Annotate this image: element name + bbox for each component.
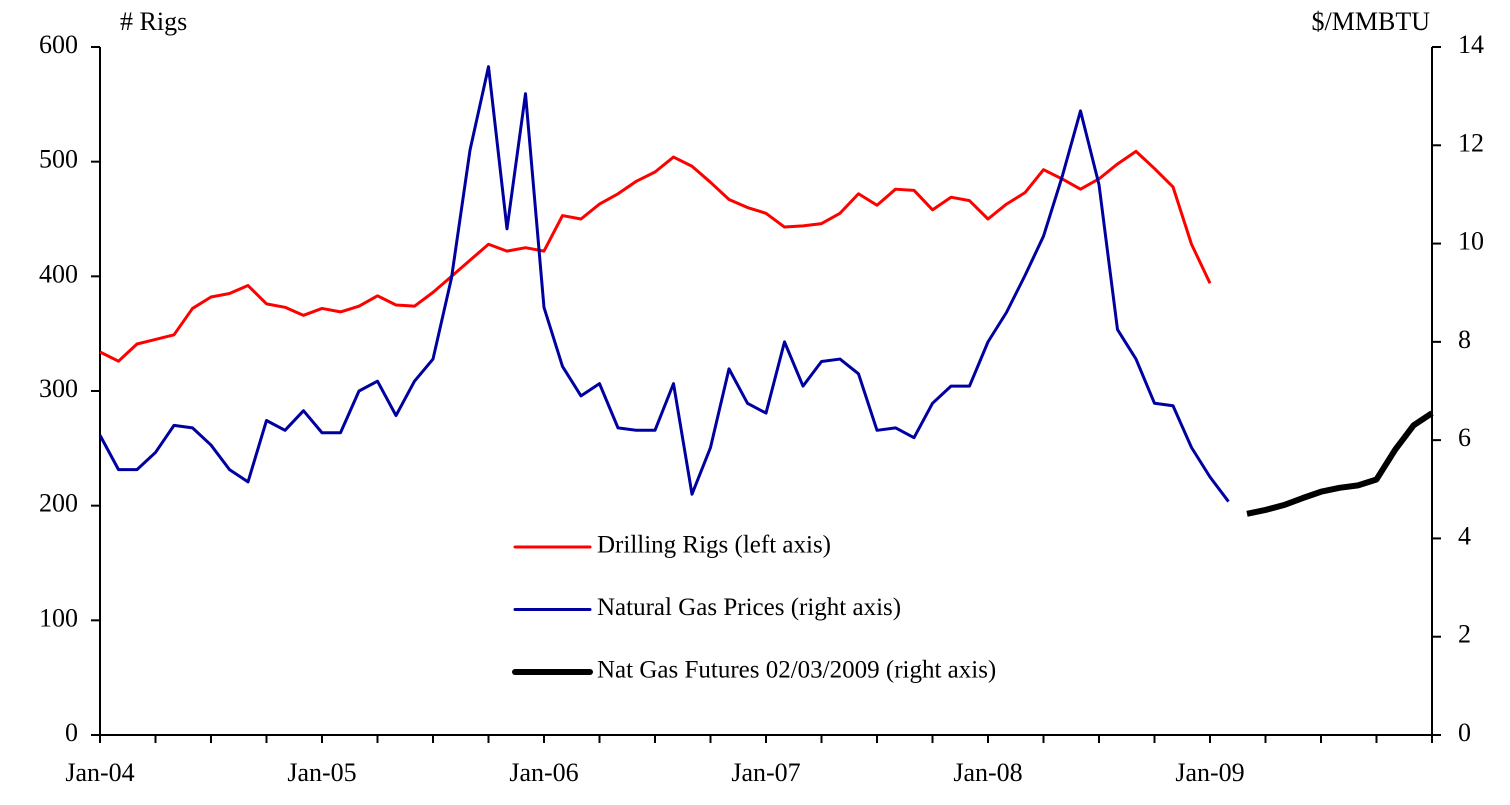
y2-tick-label: 10 (1458, 227, 1484, 256)
x-tick-label: Jan-09 (1175, 758, 1244, 787)
y2-tick-label: 4 (1458, 521, 1471, 550)
x-tick-label: Jan-08 (953, 758, 1022, 787)
y-tick-label: 600 (39, 30, 78, 59)
y2-tick-label: 6 (1458, 423, 1471, 452)
y-tick-label: 300 (39, 374, 78, 403)
y-tick-label: 500 (39, 145, 78, 174)
legend-label: Natural Gas Prices (right axis) (597, 594, 901, 621)
y2-tick-label: 8 (1458, 325, 1471, 354)
y2-tick-label: 0 (1458, 718, 1471, 747)
y-tick-label: 0 (65, 718, 78, 747)
y-tick-label: 200 (39, 489, 78, 518)
x-tick-label: Jan-04 (65, 758, 134, 787)
x-tick-label: Jan-05 (287, 758, 356, 787)
y-tick-label: 100 (39, 603, 78, 632)
right-axis-label: $/MMBTU (1312, 7, 1431, 36)
left-axis-label: # Rigs (120, 7, 187, 36)
y2-tick-label: 2 (1458, 620, 1471, 649)
series-line (1246, 410, 1434, 517)
legend-label: Drilling Rigs (left axis) (597, 532, 831, 559)
y2-tick-label: 12 (1458, 128, 1484, 157)
legend-label: Nat Gas Futures 02/03/2009 (right axis) (597, 657, 996, 684)
series-line (99, 149, 1212, 363)
x-tick-label: Jan-07 (731, 758, 800, 787)
series-line (98, 65, 1230, 503)
y-tick-label: 400 (39, 259, 78, 288)
legend: Drilling Rigs (left axis) Natural Gas Pri… (512, 532, 996, 684)
y2-tick-label: 14 (1458, 30, 1484, 59)
x-tick-label: Jan-06 (509, 758, 578, 787)
